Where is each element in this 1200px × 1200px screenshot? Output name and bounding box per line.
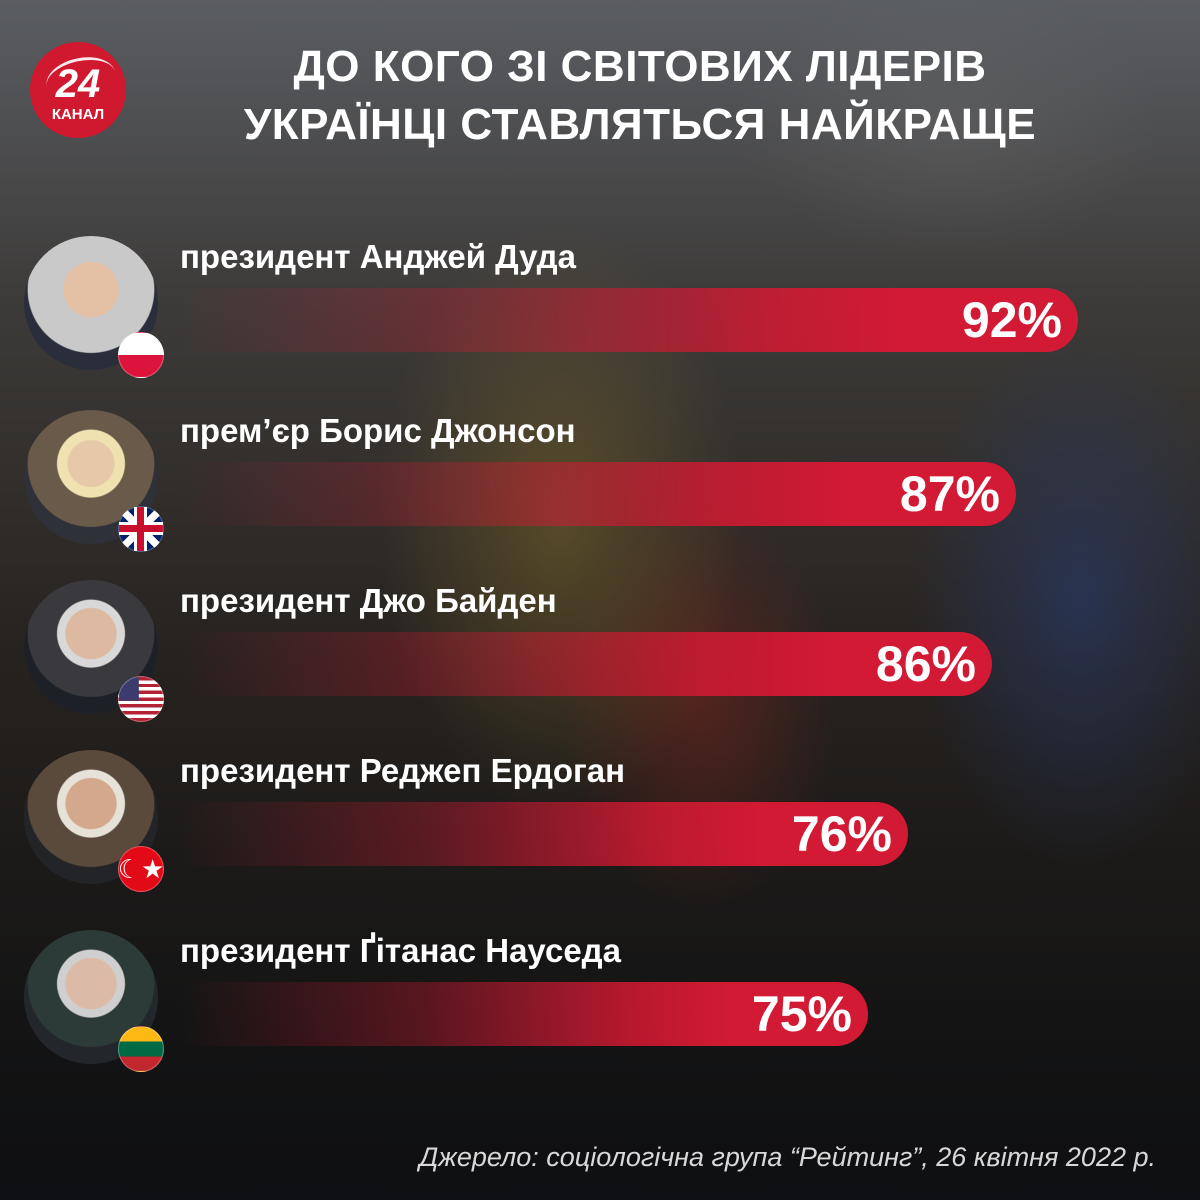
leader-name: президент Анджей Дуда <box>180 238 576 275</box>
leader-row: президент Джо Байден 86% <box>0 580 1200 740</box>
logo-number: 24 <box>55 62 101 106</box>
channel-24-logo: 24 КАНАЛ <box>30 42 126 138</box>
leader-name: президент Реджеп Ердоган <box>180 752 626 789</box>
leader-name: прем’єр Борис Джонсон <box>180 412 576 449</box>
value-bar: 86% <box>180 632 992 696</box>
poland-flag-icon <box>118 332 164 378</box>
uk-flag-icon <box>118 506 164 552</box>
turkey-flag-icon: ☾★ <box>118 846 164 892</box>
logo-label: КАНАЛ <box>51 106 105 123</box>
value-bar: 76% <box>180 802 908 866</box>
leader-row: ☾★ президент Реджеп Ердоган 76% <box>0 750 1200 910</box>
value-bar: 75% <box>180 982 868 1046</box>
leader-name: президент Джо Байден <box>180 582 557 619</box>
leader-row: президент Ґітанас Науседа 75% <box>0 930 1200 1090</box>
lithuania-flag-icon <box>118 1026 164 1072</box>
leader-name: президент Ґітанас Науседа <box>180 932 621 969</box>
chart-title: ДО КОГО ЗІ СВІТОВИХ ЛІДЕРІВ УКРАЇНЦІ СТА… <box>160 38 1120 154</box>
usa-flag-icon <box>118 676 164 722</box>
leader-row: президент Анджей Дуда 92% <box>0 236 1200 396</box>
value-label: 92% <box>961 292 1062 348</box>
leader-row: прем’єр Борис Джонсон 87% <box>0 410 1200 570</box>
value-bar: 87% <box>180 462 1016 526</box>
title-line-1: ДО КОГО ЗІ СВІТОВИХ ЛІДЕРІВ <box>293 42 987 91</box>
value-bar: 92% <box>180 288 1078 352</box>
value-label: 76% <box>791 806 892 862</box>
value-label: 75% <box>751 986 852 1042</box>
source-note: Джерело: соціологічна група “Рейтинг”, 2… <box>419 1142 1156 1172</box>
value-label: 86% <box>875 636 976 692</box>
value-label: 87% <box>899 466 1000 522</box>
title-line-2: УКРАЇНЦІ СТАВЛЯТЬСЯ НАЙКРАЩЕ <box>243 100 1037 149</box>
